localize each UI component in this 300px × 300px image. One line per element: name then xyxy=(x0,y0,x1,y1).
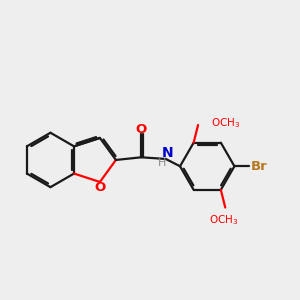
Text: OCH$_3$: OCH$_3$ xyxy=(211,116,240,130)
Text: H: H xyxy=(158,158,166,168)
Text: O: O xyxy=(94,182,106,194)
Text: O: O xyxy=(136,122,147,136)
Text: N: N xyxy=(162,146,173,160)
Text: OCH$_3$: OCH$_3$ xyxy=(209,213,238,227)
Text: Br: Br xyxy=(251,160,268,173)
